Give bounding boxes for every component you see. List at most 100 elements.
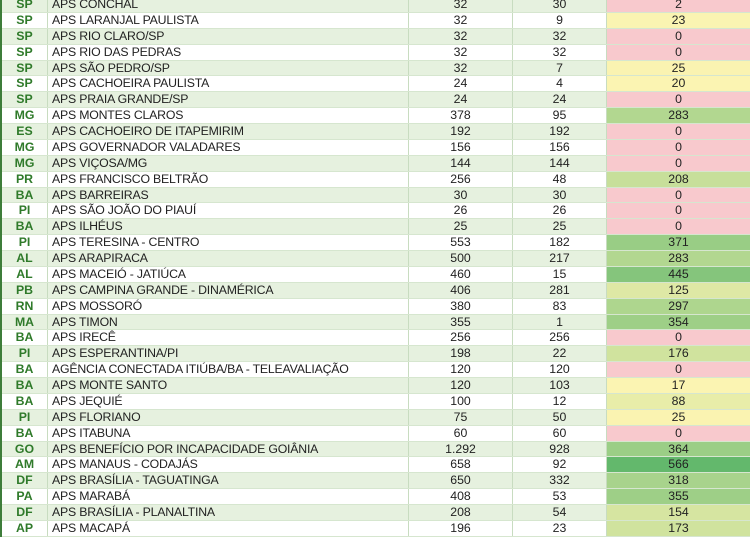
- value-cell-3[interactable]: 88: [607, 393, 750, 409]
- value-cell-2[interactable]: 256: [513, 330, 607, 346]
- value-cell-3[interactable]: 154: [607, 505, 750, 520]
- state-cell[interactable]: PA: [2, 489, 48, 504]
- agency-name-cell[interactable]: APS ITABUNA: [48, 425, 409, 441]
- value-cell-3[interactable]: 0: [607, 155, 750, 171]
- value-cell-3[interactable]: 0: [607, 28, 750, 44]
- value-cell-3[interactable]: 25: [607, 60, 750, 76]
- value-cell-3[interactable]: 354: [607, 314, 750, 330]
- state-cell[interactable]: SP: [2, 76, 48, 92]
- agency-name-cell[interactable]: APS ARAPIRACA: [48, 251, 409, 266]
- agency-name-cell[interactable]: APS FRANCISCO BELTRÃO: [48, 171, 409, 187]
- agency-name-cell[interactable]: APS JEQUIÉ: [48, 393, 409, 409]
- agency-name-cell[interactable]: APS SÃO PEDRO/SP: [48, 60, 409, 76]
- value-cell-1[interactable]: 460: [409, 266, 513, 282]
- value-cell-1[interactable]: 355: [409, 314, 513, 330]
- value-cell-3[interactable]: 0: [607, 92, 750, 108]
- state-cell[interactable]: BA: [2, 393, 48, 409]
- value-cell-2[interactable]: 332: [513, 473, 607, 489]
- value-cell-1[interactable]: 1.292: [409, 441, 513, 457]
- value-cell-1[interactable]: 378: [409, 108, 513, 123]
- agency-name-cell[interactable]: APS CACHOEIRA PAULISTA: [48, 76, 409, 92]
- value-cell-1[interactable]: 198: [409, 346, 513, 362]
- agency-name-cell[interactable]: APS MOSSORÓ: [48, 298, 409, 314]
- value-cell-1[interactable]: 256: [409, 171, 513, 187]
- value-cell-2[interactable]: 92: [513, 457, 607, 473]
- value-cell-3[interactable]: 566: [607, 457, 750, 473]
- value-cell-1[interactable]: 120: [409, 362, 513, 377]
- value-cell-1[interactable]: 406: [409, 282, 513, 298]
- value-cell-1[interactable]: 75: [409, 409, 513, 425]
- agency-name-cell[interactable]: APS CONCHAL: [48, 0, 409, 12]
- value-cell-2[interactable]: 1: [513, 314, 607, 330]
- agency-name-cell[interactable]: APS BARREIRAS: [48, 187, 409, 203]
- value-cell-3[interactable]: 20: [607, 76, 750, 92]
- value-cell-1[interactable]: 408: [409, 489, 513, 504]
- state-cell[interactable]: PI: [2, 409, 48, 425]
- state-cell[interactable]: SP: [2, 44, 48, 60]
- state-cell[interactable]: SP: [2, 0, 48, 12]
- value-cell-3[interactable]: 17: [607, 378, 750, 393]
- state-cell[interactable]: SP: [2, 60, 48, 76]
- agency-name-cell[interactable]: APS TIMON: [48, 314, 409, 330]
- state-cell[interactable]: BA: [2, 425, 48, 441]
- agency-name-cell[interactable]: APS IRECÊ: [48, 330, 409, 346]
- value-cell-3[interactable]: 125: [607, 282, 750, 298]
- value-cell-1[interactable]: 196: [409, 520, 513, 536]
- value-cell-3[interactable]: 25: [607, 409, 750, 425]
- agency-name-cell[interactable]: AGÊNCIA CONECTADA ITIÚBA/BA - TELEAVALIA…: [48, 362, 409, 377]
- agency-name-cell[interactable]: APS MONTE SANTO: [48, 378, 409, 393]
- state-cell[interactable]: ES: [2, 124, 48, 139]
- value-cell-1[interactable]: 650: [409, 473, 513, 489]
- value-cell-2[interactable]: 32: [513, 44, 607, 60]
- agency-name-cell[interactable]: APS VIÇOSA/MG: [48, 155, 409, 171]
- value-cell-1[interactable]: 256: [409, 330, 513, 346]
- state-cell[interactable]: AP: [2, 520, 48, 536]
- value-cell-2[interactable]: 83: [513, 298, 607, 314]
- value-cell-3[interactable]: 0: [607, 425, 750, 441]
- state-cell[interactable]: PI: [2, 235, 48, 250]
- value-cell-2[interactable]: 53: [513, 489, 607, 504]
- state-cell[interactable]: BA: [2, 362, 48, 377]
- value-cell-1[interactable]: 144: [409, 155, 513, 171]
- state-cell[interactable]: BA: [2, 378, 48, 393]
- value-cell-3[interactable]: 0: [607, 362, 750, 377]
- value-cell-1[interactable]: 120: [409, 378, 513, 393]
- value-cell-2[interactable]: 60: [513, 425, 607, 441]
- value-cell-1[interactable]: 60: [409, 425, 513, 441]
- state-cell[interactable]: MG: [2, 139, 48, 155]
- state-cell[interactable]: MG: [2, 108, 48, 123]
- agency-name-cell[interactable]: APS CAMPINA GRANDE - DINAMÉRICA: [48, 282, 409, 298]
- value-cell-1[interactable]: 32: [409, 0, 513, 12]
- state-cell[interactable]: BA: [2, 187, 48, 203]
- state-cell[interactable]: AM: [2, 457, 48, 473]
- agency-name-cell[interactable]: APS FLORIANO: [48, 409, 409, 425]
- value-cell-1[interactable]: 32: [409, 60, 513, 76]
- agency-name-cell[interactable]: APS BENEFÍCIO POR INCAPACIDADE GOIÂNIA: [48, 441, 409, 457]
- agency-name-cell[interactable]: APS PRAIA GRANDE/SP: [48, 92, 409, 108]
- value-cell-3[interactable]: 0: [607, 219, 750, 235]
- value-cell-3[interactable]: 0: [607, 330, 750, 346]
- agency-name-cell[interactable]: APS BRASÍLIA - TAGUATINGA: [48, 473, 409, 489]
- state-cell[interactable]: AL: [2, 251, 48, 266]
- value-cell-1[interactable]: 208: [409, 505, 513, 520]
- value-cell-2[interactable]: 32: [513, 28, 607, 44]
- agency-name-cell[interactable]: APS GOVERNADOR VALADARES: [48, 139, 409, 155]
- value-cell-3[interactable]: 364: [607, 441, 750, 457]
- state-cell[interactable]: GO: [2, 441, 48, 457]
- state-cell[interactable]: SP: [2, 28, 48, 44]
- state-cell[interactable]: PR: [2, 171, 48, 187]
- value-cell-3[interactable]: 173: [607, 520, 750, 536]
- value-cell-2[interactable]: 217: [513, 251, 607, 266]
- value-cell-1[interactable]: 100: [409, 393, 513, 409]
- state-cell[interactable]: PB: [2, 282, 48, 298]
- value-cell-2[interactable]: 7: [513, 60, 607, 76]
- value-cell-3[interactable]: 2: [607, 0, 750, 12]
- state-cell[interactable]: RN: [2, 298, 48, 314]
- value-cell-2[interactable]: 30: [513, 0, 607, 12]
- value-cell-2[interactable]: 103: [513, 378, 607, 393]
- value-cell-1[interactable]: 32: [409, 12, 513, 28]
- value-cell-2[interactable]: 156: [513, 139, 607, 155]
- state-cell[interactable]: PI: [2, 203, 48, 219]
- value-cell-3[interactable]: 355: [607, 489, 750, 504]
- state-cell[interactable]: MA: [2, 314, 48, 330]
